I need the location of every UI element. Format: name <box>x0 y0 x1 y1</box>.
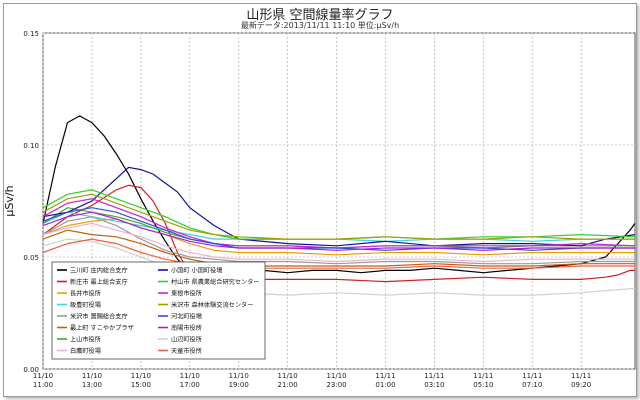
x-tick-time: 05:10 <box>473 381 493 389</box>
legend-label: 小国町 小国町役場 <box>171 267 222 275</box>
series-line <box>42 189 636 240</box>
x-tick-date: 11/11 <box>375 372 395 380</box>
x-tick-date: 11/10 <box>326 372 346 380</box>
x-tick-time: 19:00 <box>229 381 249 389</box>
x-tick-time: 21:00 <box>278 381 298 389</box>
x-tick-date: 11/10 <box>131 372 151 380</box>
chart-subtitle: 最新データ:2013/11/11 11:10 単位:μSv/h <box>240 21 400 30</box>
axis-layer: 0.000.050.100.1511/1011:0011/1013:0011/1… <box>3 30 591 389</box>
x-tick-time: 09:20 <box>571 381 591 389</box>
legend-label: 上山市役所 <box>70 336 101 344</box>
legend-label: 白鷹町役場 <box>70 347 101 355</box>
x-tick-date: 11/10 <box>82 372 102 380</box>
y-tick-label: 0.10 <box>23 142 39 150</box>
x-tick-date: 11/10 <box>229 372 249 380</box>
y-tick-label: 0.15 <box>23 30 39 38</box>
legend-label: 米沢市 森林体験交流センター <box>171 301 253 309</box>
x-tick-date: 11/11 <box>424 372 444 380</box>
legend-label: 南陽市役所 <box>171 324 202 332</box>
legend-label: 三川町 庄内総合支庁 <box>70 267 128 275</box>
legend-label: 飯豊町役場 <box>70 301 101 309</box>
series-line <box>42 222 635 263</box>
x-tick-date: 11/10 <box>278 372 298 380</box>
legend-label: 天童市役所 <box>171 347 202 355</box>
chart-title: 山形県 空間線量率グラフ <box>246 8 394 23</box>
x-tick-time: 11:00 <box>33 381 53 389</box>
legend-label: 最上町 すこやかプラザ <box>70 324 134 332</box>
x-tick-time: 23:00 <box>326 381 346 389</box>
legend-label: 米沢市 置賜総合支庁 <box>70 313 128 321</box>
y-axis-label: μSv/h <box>3 185 16 216</box>
x-tick-date: 11/11 <box>522 372 542 380</box>
series-line <box>42 198 636 249</box>
y-tick-label: 0.05 <box>23 254 39 262</box>
legend-label: 河北町役場 <box>171 313 202 321</box>
x-tick-time: 15:00 <box>131 381 151 389</box>
x-tick-date: 11/11 <box>473 372 493 380</box>
y-tick-label: 0.00 <box>23 366 39 374</box>
legend-label: 新庄市 最上総合支庁 <box>70 278 128 286</box>
legend-box <box>51 261 266 360</box>
x-tick-date: 11/11 <box>571 372 591 380</box>
x-tick-date: 11/10 <box>180 372 200 380</box>
x-tick-time: 17:00 <box>180 381 200 389</box>
x-tick-time: 03:10 <box>424 381 444 389</box>
legend-label: 村山市 県農業総合研究センター <box>171 278 260 286</box>
series-line <box>42 166 636 247</box>
legend-label: 東根市役所 <box>171 290 202 298</box>
legend-label: 山辺町役所 <box>171 336 202 344</box>
x-tick-time: 01:00 <box>375 381 395 389</box>
x-tick-time: 13:00 <box>82 381 102 389</box>
series-line <box>42 216 635 265</box>
legend-label: 長井市役所 <box>70 290 101 298</box>
x-tick-date: 11/10 <box>33 372 53 380</box>
series-line <box>42 211 635 251</box>
series-line <box>42 193 635 240</box>
x-tick-time: 07:10 <box>522 381 542 389</box>
